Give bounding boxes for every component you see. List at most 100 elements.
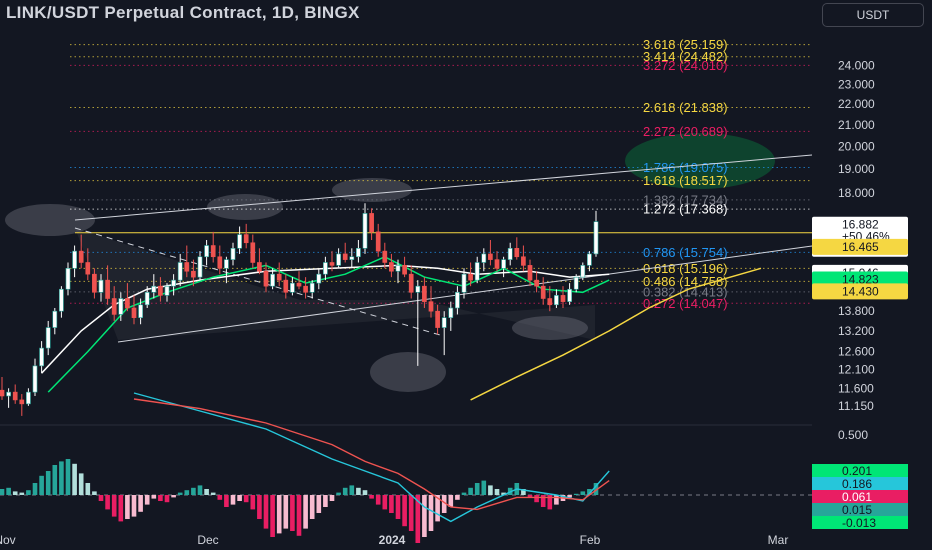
macd-badge [812, 464, 908, 477]
price-badge-text: 16.882 [842, 218, 879, 232]
candle-body [177, 262, 183, 281]
fib-level-label: 2.618 (21.838) [643, 100, 728, 115]
macd-histogram-bar [323, 495, 328, 507]
macd-histogram-bar [151, 495, 157, 499]
macd-badge-text: 0.061 [842, 490, 872, 504]
candle-body [501, 259, 506, 269]
macd-histogram-bar [26, 490, 31, 495]
y-tick-label: 12.100 [838, 363, 875, 377]
macd-histogram-bar [118, 495, 124, 522]
macd-histogram-bar [158, 495, 163, 501]
macd-histogram-bar [587, 489, 592, 495]
macd-histogram-bar [0, 489, 5, 495]
macd-histogram-bar [210, 492, 216, 495]
fib-level-label: 0.272 (14.047) [643, 296, 728, 311]
fib-level-label: 0.486 (14.758) [643, 274, 728, 289]
highlight-ellipse [5, 204, 95, 236]
macd-histogram-bar [408, 495, 414, 531]
macd-histogram-bar [171, 495, 176, 498]
candle-body [349, 256, 355, 260]
macd-histogram-bar [144, 495, 150, 505]
candle-body [481, 253, 487, 263]
macd-histogram-bar [468, 487, 473, 495]
candle-body [461, 273, 467, 293]
macd-histogram-bar [389, 495, 394, 513]
macd-histogram-bar [230, 495, 236, 505]
candle-body [408, 273, 414, 293]
macd-histogram-bar [184, 490, 190, 495]
y-tick-label: 24.000 [838, 59, 875, 73]
macd-histogram-bar [474, 483, 480, 495]
candle-body [144, 291, 150, 306]
candle-body [131, 307, 137, 318]
macd-histogram-bar [461, 492, 467, 495]
candle-body [12, 391, 18, 401]
macd-badge [812, 490, 908, 503]
macd-histogram-bar [428, 495, 434, 531]
macd-histogram-bar [488, 485, 493, 495]
candle-body [580, 265, 586, 278]
highlight-ellipse [370, 352, 446, 392]
y-tick-label: 22.000 [838, 97, 875, 111]
dashed-trendline [74, 227, 441, 336]
upper-trendline [74, 154, 813, 221]
channel-shade [75, 228, 595, 340]
x-tick-label: Dec [197, 533, 218, 547]
candle-body [567, 288, 572, 302]
candle-body [85, 262, 91, 275]
macd-histogram-bar [567, 495, 572, 498]
candle-body [270, 273, 275, 287]
macd-histogram-bar [72, 463, 77, 495]
macd-signal-line [133, 398, 610, 511]
macd-histogram-bar [309, 495, 315, 519]
fib-level-label: 3.618 (25.159) [643, 37, 728, 52]
y-tick-label: 19.000 [838, 162, 875, 176]
macd-histogram-bar [217, 495, 223, 500]
macd-histogram-bar [52, 465, 58, 495]
candle-body [230, 248, 236, 260]
macd-badge-text: 0.015 [842, 503, 872, 517]
candle-body [428, 301, 434, 312]
y-tick-label: 20.000 [838, 139, 875, 153]
candle-body [125, 298, 130, 309]
candle-body [309, 282, 315, 293]
macd-histogram-bar [540, 495, 546, 507]
candle-body [389, 262, 394, 272]
candle-body [587, 253, 592, 266]
fib-level-label: 1.382 (17.734) [643, 192, 728, 207]
candle-body [210, 245, 216, 258]
candle-body [283, 279, 289, 293]
fib-level-label: 0.786 (15.754) [643, 245, 728, 260]
macd-histogram-bar [342, 487, 348, 495]
macd-histogram-bar [283, 495, 289, 529]
y-tick-label: 13.800 [838, 304, 875, 318]
chart-title: LINK/USDT Perpetual Contract, 1D, BINGX [6, 3, 360, 22]
candle-body [534, 279, 539, 287]
macd-histogram-bar [105, 495, 110, 510]
candle-body [547, 298, 553, 306]
macd-histogram-bar [92, 491, 97, 495]
price-badge-text: 14.823 [842, 272, 879, 286]
macd-badge-text: 0.201 [842, 464, 872, 478]
candle-body [171, 279, 176, 287]
candle-body [468, 273, 473, 281]
macd-histogram-bar [177, 492, 183, 495]
fib-level-label: 1.618 (18.517) [643, 173, 728, 188]
candle-body [98, 279, 104, 293]
candle-body [382, 250, 388, 263]
macd-histogram-bar [204, 489, 209, 495]
candle-body [191, 270, 196, 278]
candle-body [52, 310, 58, 328]
macd-histogram-bar [45, 471, 51, 495]
price-badge [812, 238, 908, 255]
candle-body [19, 399, 25, 405]
candle-body [197, 256, 203, 278]
candle-body [448, 307, 454, 318]
macd-histogram-bar [362, 490, 368, 495]
macd-histogram-bar [593, 483, 599, 495]
macd-histogram-bar [382, 495, 388, 510]
currency-button[interactable]: USDT [822, 3, 924, 27]
y-tick-label: 21.000 [838, 118, 875, 132]
macd-histogram-bar [303, 495, 308, 529]
